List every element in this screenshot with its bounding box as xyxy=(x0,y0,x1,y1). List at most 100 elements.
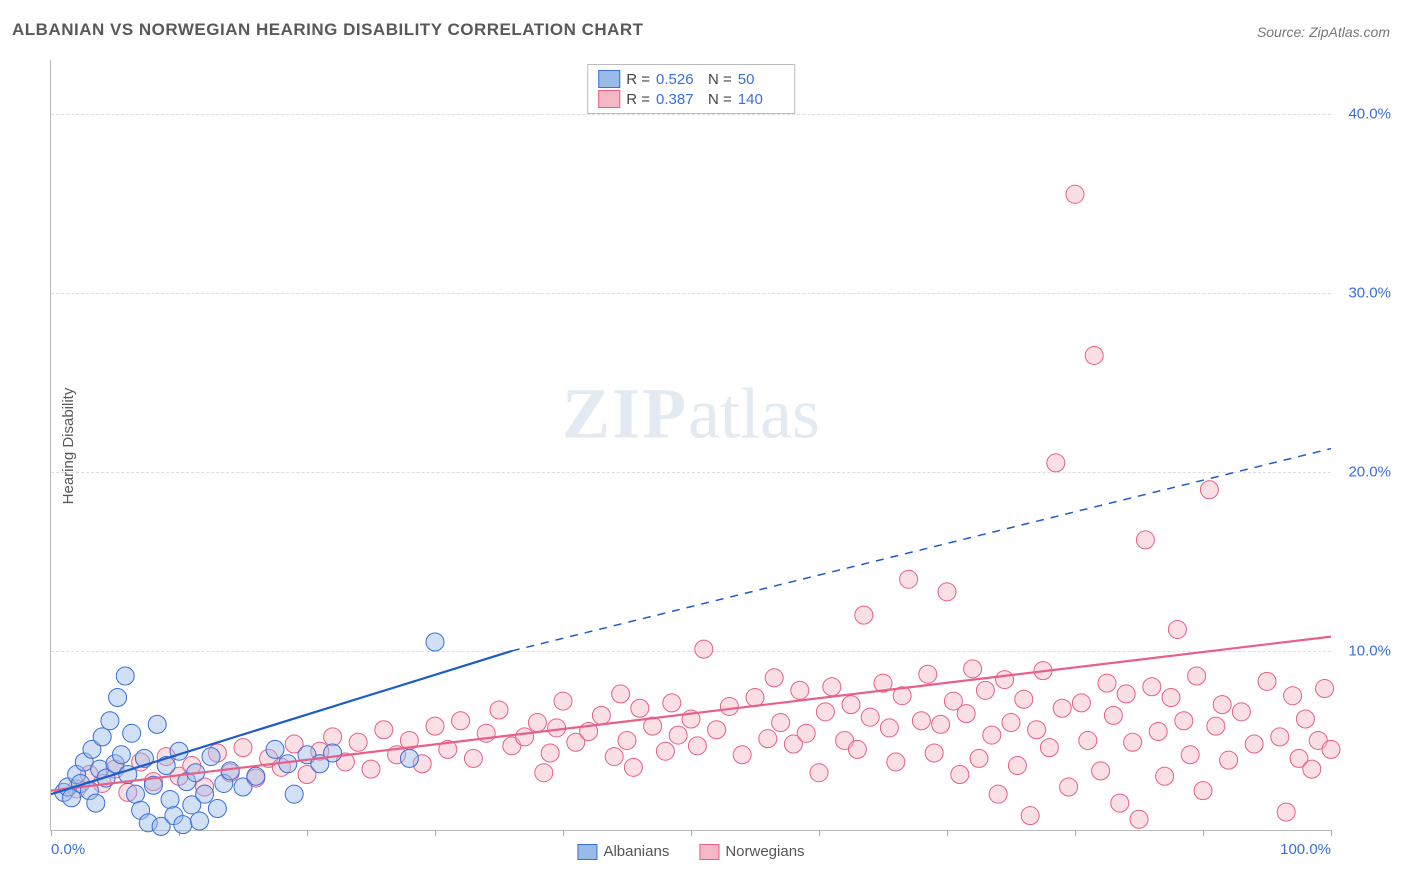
scatter-point xyxy=(695,640,713,658)
scatter-point xyxy=(1060,778,1078,796)
scatter-point xyxy=(1002,714,1020,732)
scatter-point xyxy=(535,764,553,782)
scatter-point xyxy=(452,712,470,730)
legend-n-label: N = xyxy=(708,91,732,108)
scatter-point xyxy=(887,753,905,771)
scatter-point xyxy=(932,715,950,733)
scatter-point xyxy=(1316,680,1334,698)
x-tick-label: 0.0% xyxy=(51,841,85,858)
scatter-point xyxy=(362,760,380,778)
scatter-point xyxy=(174,816,192,834)
scatter-point xyxy=(116,667,134,685)
scatter-point xyxy=(976,681,994,699)
x-tick xyxy=(819,830,820,836)
y-tick-label: 30.0% xyxy=(1348,284,1391,301)
scatter-point xyxy=(1136,531,1154,549)
scatter-point xyxy=(669,726,687,744)
scatter-point xyxy=(938,583,956,601)
scatter-point xyxy=(1258,672,1276,690)
y-tick-label: 10.0% xyxy=(1348,642,1391,659)
scatter-point xyxy=(631,699,649,717)
scatter-point xyxy=(375,721,393,739)
legend-stats-row-a: R = 0.526 N = 50 xyxy=(598,69,784,89)
scatter-point xyxy=(541,744,559,762)
scatter-point xyxy=(170,742,188,760)
scatter-point xyxy=(810,764,828,782)
scatter-point xyxy=(605,748,623,766)
scatter-point xyxy=(823,678,841,696)
x-tick xyxy=(563,830,564,836)
scatter-point xyxy=(1162,688,1180,706)
scatter-point xyxy=(93,728,111,746)
scatter-point xyxy=(324,728,342,746)
scatter-point xyxy=(1175,712,1193,730)
legend-stats: R = 0.526 N = 50 R = 0.387 N = 140 xyxy=(587,64,795,114)
scatter-point xyxy=(426,717,444,735)
scatter-point xyxy=(733,746,751,764)
legend-r-label: R = xyxy=(626,71,650,88)
scatter-point xyxy=(951,765,969,783)
scatter-point xyxy=(624,758,642,776)
scatter-point xyxy=(464,749,482,767)
scatter-point xyxy=(720,697,738,715)
scatter-point xyxy=(816,703,834,721)
scatter-point xyxy=(148,715,166,733)
scatter-point xyxy=(1213,696,1231,714)
legend-item-b: Norwegians xyxy=(699,843,804,860)
scatter-point xyxy=(1220,751,1238,769)
x-tick xyxy=(307,830,308,836)
scatter-point xyxy=(708,721,726,739)
scatter-point xyxy=(202,748,220,766)
scatter-point xyxy=(618,731,636,749)
scatter-point xyxy=(161,791,179,809)
scatter-point xyxy=(1072,694,1090,712)
scatter-point xyxy=(1079,731,1097,749)
x-tick xyxy=(51,830,52,836)
scatter-point xyxy=(765,669,783,687)
scatter-point xyxy=(880,719,898,737)
scatter-point xyxy=(1207,717,1225,735)
scatter-point xyxy=(1124,733,1142,751)
scatter-point xyxy=(746,688,764,706)
scatter-point xyxy=(1156,767,1174,785)
scatter-point xyxy=(759,730,777,748)
scatter-point xyxy=(324,744,342,762)
scatter-point xyxy=(112,746,130,764)
scatter-point xyxy=(1296,710,1314,728)
scatter-point xyxy=(1092,762,1110,780)
legend-r-label: R = xyxy=(626,91,650,108)
x-tick xyxy=(435,830,436,836)
legend-swatch-a-icon xyxy=(598,70,620,88)
scatter-point xyxy=(190,812,208,830)
scatter-point xyxy=(989,785,1007,803)
scatter-point xyxy=(912,712,930,730)
scatter-point xyxy=(1028,721,1046,739)
chart-title: ALBANIAN VS NORWEGIAN HEARING DISABILITY… xyxy=(12,20,644,40)
scatter-point xyxy=(516,728,534,746)
x-tick xyxy=(691,830,692,836)
scatter-point xyxy=(208,800,226,818)
x-tick xyxy=(1203,830,1204,836)
scatter-point xyxy=(1271,728,1289,746)
scatter-point xyxy=(1040,739,1058,757)
scatter-point xyxy=(1277,803,1295,821)
scatter-point xyxy=(87,794,105,812)
scatter-point xyxy=(1303,760,1321,778)
scatter-point xyxy=(1117,685,1135,703)
x-tick xyxy=(1331,830,1332,836)
scatter-point xyxy=(528,714,546,732)
scatter-point xyxy=(970,749,988,767)
scatter-point xyxy=(234,739,252,757)
scatter-point xyxy=(349,733,367,751)
scatter-point xyxy=(266,740,284,758)
scatter-point xyxy=(1168,620,1186,638)
scatter-point xyxy=(772,714,790,732)
scatter-point xyxy=(1104,706,1122,724)
scatter-point xyxy=(101,712,119,730)
legend-series: Albanians Norwegians xyxy=(577,843,804,860)
scatter-point xyxy=(126,785,144,803)
scatter-point xyxy=(426,633,444,651)
scatter-point xyxy=(791,681,809,699)
scatter-point xyxy=(400,749,418,767)
legend-item-a: Albanians xyxy=(577,843,669,860)
